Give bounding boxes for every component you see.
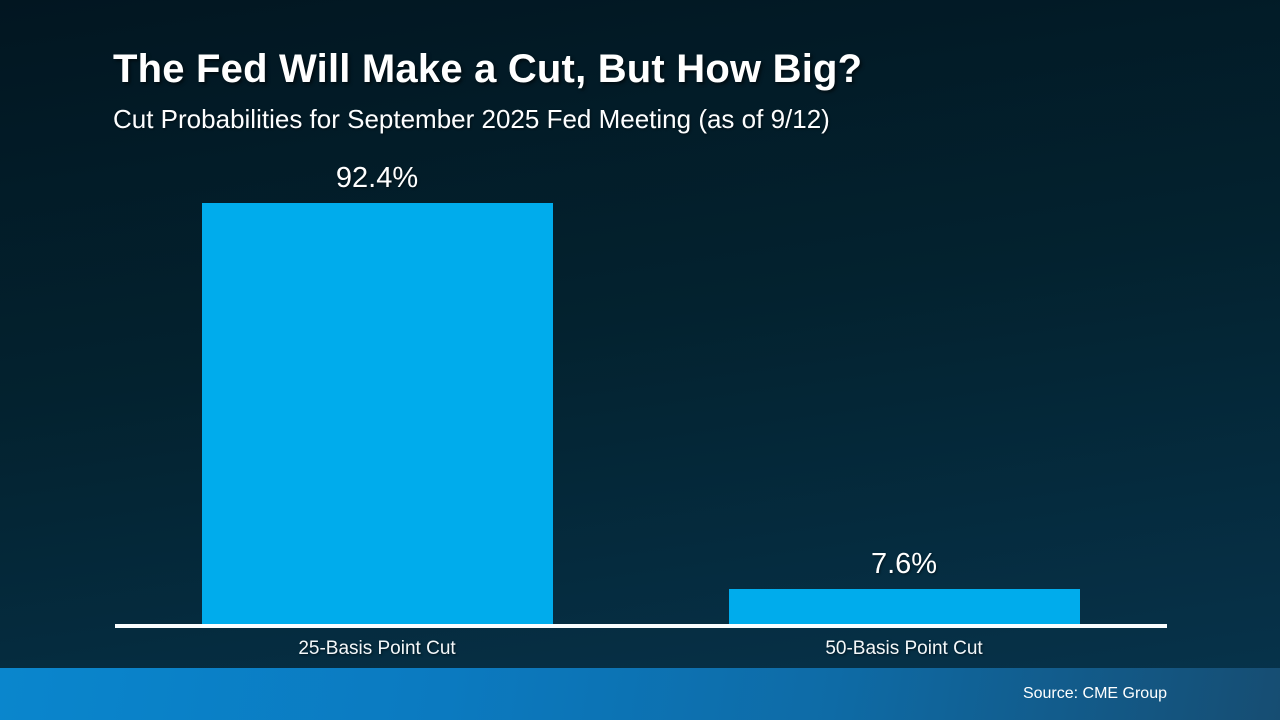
bar-value-label-50-basis-point-cut: 7.6% [870, 548, 938, 580]
footer-bar: Source: CME Group [0, 668, 1280, 720]
bar-50-basis-point-cut [728, 589, 1080, 624]
chart-subtitle: Cut Probabilities for September 2025 Fed… [113, 104, 830, 134]
x-axis-line [115, 624, 1167, 628]
chart-title: The Fed Will Make a Cut, But How Big? [113, 47, 863, 91]
source-credit: Source: CME Group [1022, 685, 1167, 702]
bar-25-basis-point-cut [201, 203, 553, 624]
bar-value-label-25-basis-point-cut: 92.4% [335, 162, 419, 194]
category-label-50-basis-point-cut: 50-Basis Point Cut [825, 638, 983, 659]
category-label-25-basis-point-cut: 25-Basis Point Cut [298, 638, 456, 659]
